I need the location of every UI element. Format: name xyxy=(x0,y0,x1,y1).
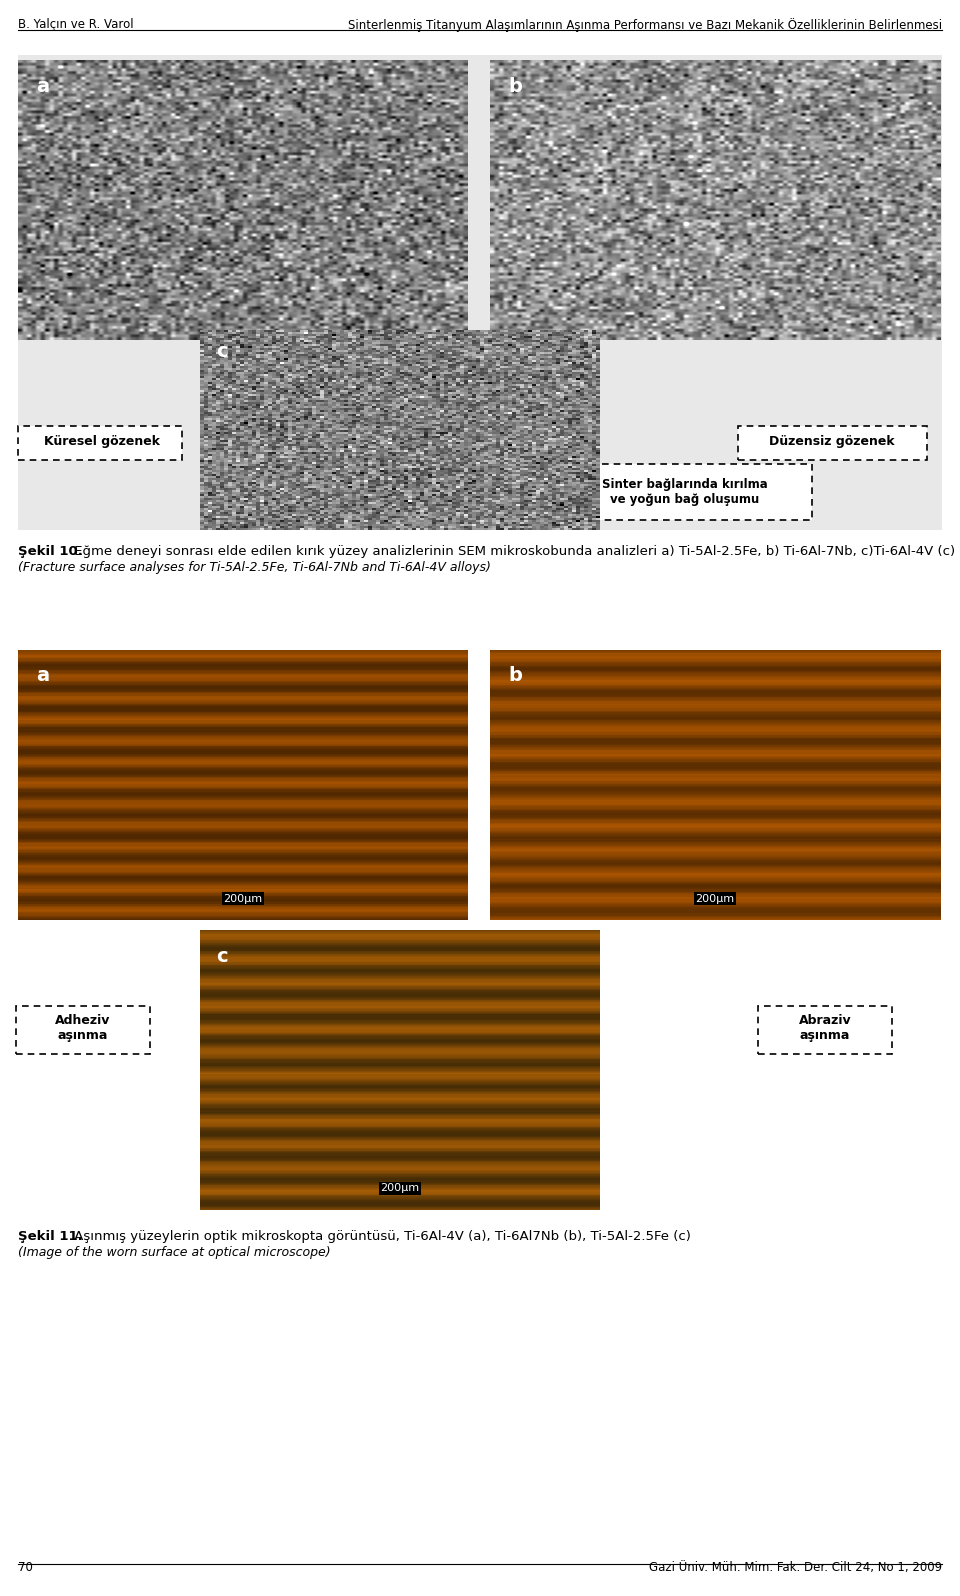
Text: Abraziv
aşınma: Abraziv aşınma xyxy=(799,1013,852,1042)
Text: Şekil 11.: Şekil 11. xyxy=(18,1231,83,1243)
FancyBboxPatch shape xyxy=(758,1005,892,1053)
Text: b: b xyxy=(508,77,522,96)
Text: (Fracture surface analyses for Ti-5Al-2.5Fe, Ti-6Al-7Nb and Ti-6Al-4V alloys): (Fracture surface analyses for Ti-5Al-2.… xyxy=(18,562,491,575)
Text: Şekil 10.: Şekil 10. xyxy=(18,544,83,559)
Text: Gazi Üniv. Müh. Mim. Fak. Der. Cilt 24, No 1, 2009: Gazi Üniv. Müh. Mim. Fak. Der. Cilt 24, … xyxy=(649,1561,942,1574)
Text: 200μm: 200μm xyxy=(380,1183,420,1194)
Text: Sinterlenmiş Titanyum Alaşımlarının Aşınma Performansı ve Bazı Mekanik Özellikle: Sinterlenmiş Titanyum Alaşımlarının Aşın… xyxy=(348,18,942,32)
Text: Adheziv
aşınma: Adheziv aşınma xyxy=(56,1013,110,1042)
FancyBboxPatch shape xyxy=(18,426,182,460)
Text: B. Yalçın ve R. Varol: B. Yalçın ve R. Varol xyxy=(18,18,133,30)
Text: Küresel gözenek: Küresel gözenek xyxy=(44,436,160,448)
Bar xyxy=(18,54,942,530)
Text: Tane sınırında: Tane sınırında xyxy=(626,70,724,83)
Text: a: a xyxy=(36,77,49,96)
FancyBboxPatch shape xyxy=(558,464,812,520)
FancyBboxPatch shape xyxy=(568,61,782,96)
FancyBboxPatch shape xyxy=(738,426,927,460)
Text: c: c xyxy=(216,342,228,361)
FancyBboxPatch shape xyxy=(16,1005,150,1053)
Text: 70: 70 xyxy=(18,1561,33,1574)
Text: Sinter bağlarında kırılma
ve yoğun bağ oluşumu: Sinter bağlarında kırılma ve yoğun bağ o… xyxy=(602,477,768,506)
Text: Aşınmış yüzeylerin optik mikroskopta görüntüsü, Ti-6Al-4V (a), Ti-6Al7Nb (b), Ti: Aşınmış yüzeylerin optik mikroskopta gör… xyxy=(70,1231,695,1243)
Text: b: b xyxy=(508,666,522,685)
Text: c: c xyxy=(216,946,228,966)
Text: Düzensiz gözenek: Düzensiz gözenek xyxy=(769,436,895,448)
Text: Eğme deneyi sonrası elde edilen kırık yüzey analizlerinin SEM mikroskobunda anal: Eğme deneyi sonrası elde edilen kırık yü… xyxy=(70,544,959,559)
Text: 200μm: 200μm xyxy=(224,894,263,903)
Text: 200μm: 200μm xyxy=(695,894,734,903)
Text: a: a xyxy=(36,666,49,685)
Text: (Image of the worn surface at optical microscope): (Image of the worn surface at optical mi… xyxy=(18,1246,330,1259)
